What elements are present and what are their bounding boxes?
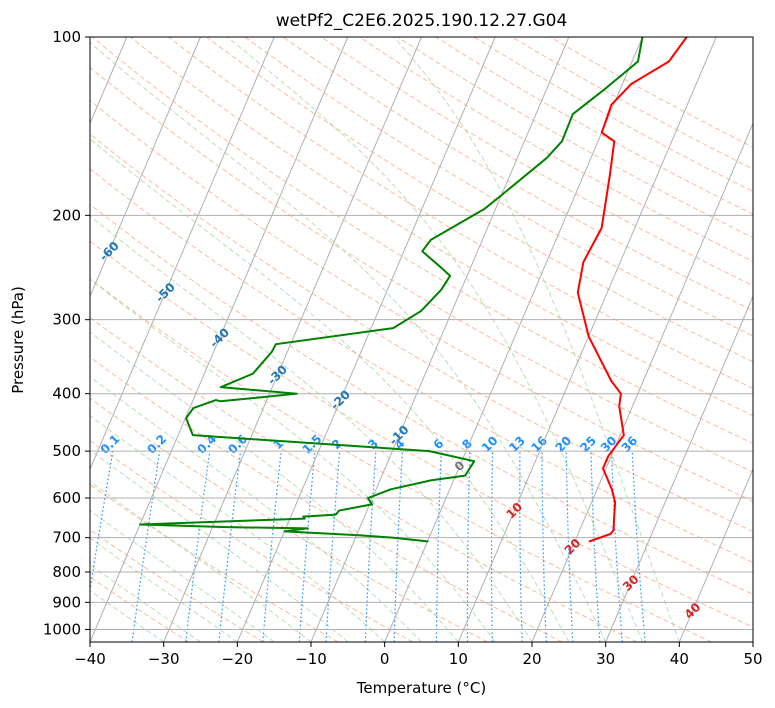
plot-frame [89,36,754,643]
dry-adiabat-line [90,66,753,473]
moist-adiabat-line [90,537,238,642]
isotherm-line [457,37,717,642]
isotherm-line [163,37,422,642]
moist-adiabat-line [90,278,496,642]
isotherm-line [531,122,753,642]
moist-adiabat-line [90,331,459,642]
dry-adiabat-line [90,203,753,595]
isotherm-line [90,37,349,642]
dry-adiabat-line [90,529,264,642]
dry-adiabat-line [282,37,753,312]
isotherm-line [605,295,753,642]
isotherm-line [310,37,570,642]
mixing-ratio-line [218,451,242,642]
mixing-ratio-line [90,450,114,594]
moist-adiabat-line [90,564,201,642]
moist-adiabat-line [90,449,349,642]
isotherm-line [90,37,201,298]
y-tick-label: 400 [52,385,81,403]
axis-ticks: −40 −30 −20 −10 0 10 20 30 40 50 100 200 300 400 500 60… [43,28,763,668]
x-tick-label: 20 [522,650,541,668]
x-tick-label: −20 [222,650,254,668]
moist-adiabat-line [393,37,680,642]
moist-adiabat-line [90,415,386,642]
y-tick-label: 500 [52,442,81,460]
moist-adiabat-line [227,37,643,642]
x-axis-label: Temperature (°C) [356,679,486,697]
moist-adiabat-line [90,590,164,642]
mixing-ratio-line [298,451,316,642]
y-tick-label: 100 [52,28,81,46]
chart-title: wetPf2_C2E6.2025.190.12.27.G04 [276,11,568,31]
dry-adiabat-line [90,483,339,642]
y-tick-label: 900 [52,593,81,611]
dry-adiabat-line [244,37,753,337]
mixing-ratio-line [185,451,211,642]
plot-area: 0.10.20.40.611.52346810131620253036-100-… [89,36,754,643]
dewpoint-profile-line [139,37,644,543]
y-tick-label: 700 [52,529,81,547]
x-tick-label: 0 [380,650,390,668]
x-tick-label: −40 [74,650,106,668]
dry-adiabat-line [90,168,753,563]
isotherm-line [90,37,275,471]
y-tick-label: 300 [52,311,81,329]
x-tick-label: 50 [743,650,762,668]
dry-adiabat-line [168,37,753,389]
x-tick-label: 40 [670,650,689,668]
dry-adiabat-line [206,37,753,363]
x-tick-label: −10 [295,650,327,668]
dry-adiabat-line [90,397,488,642]
plot-clip-group: 0.10.20.40.611.52346810131620253036-100-… [90,37,753,642]
dry-adiabat-line [90,316,638,642]
isotherm-line [236,37,496,642]
temperature-profile-line [576,37,688,543]
dry-adiabat-line [90,99,753,502]
y-tick-label: 800 [52,563,81,581]
x-tick-label: −30 [148,650,180,668]
x-tick-label: 30 [596,650,615,668]
y-tick-label: 600 [52,489,81,507]
y-axis-label: Pressure (hPa) [9,286,27,394]
moist-adiabat-line [90,376,422,642]
x-tick-label: 10 [449,650,468,668]
moist-adiabat-line [90,215,533,642]
y-tick-label: 1000 [43,620,81,638]
moist-adiabat-line [90,138,570,642]
dry-adiabat-line [90,133,753,533]
mixing-ratio-line [262,451,282,642]
dry-adiabat-line [90,278,712,642]
dry-adiabat-line [90,356,563,642]
dry-adiabat-line [90,240,753,628]
isotherm-line [678,467,753,642]
y-tick-label: 200 [52,206,81,224]
